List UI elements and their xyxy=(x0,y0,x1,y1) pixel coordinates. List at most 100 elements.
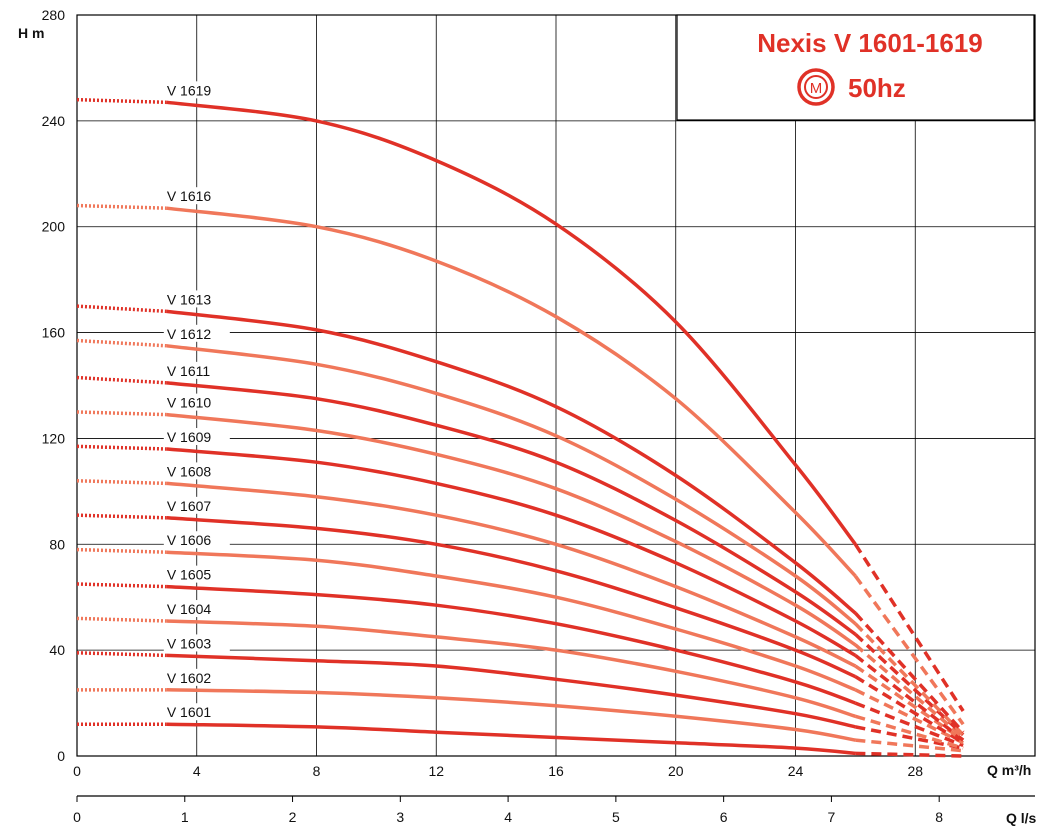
curve-solid xyxy=(166,344,857,626)
y-tick-label: 200 xyxy=(42,219,66,235)
series-label-bg xyxy=(163,703,230,721)
title-box-frame xyxy=(676,14,1035,121)
x-tick-label: 16 xyxy=(548,763,564,779)
curve-dotted-head xyxy=(76,338,167,348)
curve-dashed-tail xyxy=(854,688,964,745)
series-label-bg xyxy=(163,565,230,583)
series-label-bg xyxy=(163,462,230,480)
series-label-bg xyxy=(163,634,230,652)
curve-dashed-tail xyxy=(854,675,965,745)
series-label: V 1605 xyxy=(167,567,212,583)
curve-dashed-tail xyxy=(854,643,965,739)
performance-curves xyxy=(76,97,965,758)
series-label-bg xyxy=(163,290,230,308)
series-label-bg xyxy=(163,428,230,446)
curve-dashed-tail xyxy=(854,622,965,737)
x2-tick-label: 3 xyxy=(396,809,404,825)
curve-dashed-tail xyxy=(854,714,964,750)
series-label: V 1608 xyxy=(167,463,212,479)
series-label-bg xyxy=(163,324,230,342)
curve-dotted-head xyxy=(76,444,167,451)
curve-solid xyxy=(166,309,857,615)
x2-tick-label: 5 xyxy=(612,809,620,825)
curve-solid xyxy=(166,516,857,679)
series-label: V 1602 xyxy=(167,670,212,686)
motor-logo-icon: M xyxy=(797,68,835,106)
series-label: V 1603 xyxy=(167,635,212,651)
series-label-bg xyxy=(163,187,230,205)
curve-solid xyxy=(166,481,857,668)
curve-dashed-tail xyxy=(854,632,965,737)
series-label-bg xyxy=(163,393,230,411)
series-labels: V 1601 V 1602 V 1603 V 1604 V 1605 V 1606 V 16… xyxy=(163,81,230,721)
series-label: V 1610 xyxy=(167,395,212,411)
y-axis-title: H m xyxy=(18,25,44,41)
curve-dashed-tail xyxy=(855,751,964,758)
curve-dashed-tail xyxy=(855,725,964,750)
curve-solid xyxy=(166,381,857,636)
y-tick-label: 160 xyxy=(42,325,66,341)
y-tick-label: 0 xyxy=(57,748,65,764)
x2-tick-label: 7 xyxy=(828,809,836,825)
curve-dotted-head xyxy=(76,479,167,486)
curve-dotted-head xyxy=(76,203,167,210)
series-label-bg xyxy=(163,668,230,686)
frequency-label: 50hz xyxy=(848,73,906,103)
chart-title: Nexis V 1601-1619 xyxy=(757,28,983,58)
x-tick-label: 0 xyxy=(73,763,81,779)
curve-dotted-head xyxy=(76,616,167,623)
series-label: V 1616 xyxy=(167,188,212,204)
curve-solid xyxy=(166,100,857,546)
x-tick-label: 4 xyxy=(193,763,201,779)
x-tick-label: 8 xyxy=(313,763,321,779)
curve-solid xyxy=(166,412,857,647)
x-tick-label: 24 xyxy=(788,763,804,779)
x-tick-label: 20 xyxy=(668,763,684,779)
svg-text:M: M xyxy=(810,80,823,97)
curve-dashed-tail xyxy=(853,543,965,712)
curve-dotted-head xyxy=(76,513,167,520)
curve-dotted-head xyxy=(76,651,167,658)
y-tick-label: 80 xyxy=(49,536,65,552)
series-label-bg xyxy=(163,600,230,618)
curve-dotted-head xyxy=(76,547,167,554)
curve-dotted-head xyxy=(76,375,167,385)
x-tick-label: 12 xyxy=(428,763,444,779)
curve-solid xyxy=(166,206,857,578)
series-label: V 1607 xyxy=(167,498,212,514)
curve-dashed-tail xyxy=(854,654,965,742)
x2-tick-label: 1 xyxy=(181,809,189,825)
series-label: V 1613 xyxy=(167,291,212,307)
y-tick-label: 120 xyxy=(42,430,66,446)
curve-dotted-head xyxy=(76,410,167,417)
curve-dotted-head xyxy=(76,97,167,105)
x-tick-label: 28 xyxy=(907,763,923,779)
curve-dashed-tail xyxy=(854,611,965,734)
curve-solid xyxy=(166,688,856,742)
y-tick-label: 40 xyxy=(49,642,65,658)
curve-dashed-tail xyxy=(855,738,964,753)
x2-tick-label: 6 xyxy=(720,809,728,825)
series-label-bg xyxy=(163,496,230,514)
x2-tick-label: 2 xyxy=(289,809,297,825)
x2-tick-label: 4 xyxy=(504,809,512,825)
x-axis-title: Q m³/h xyxy=(987,762,1031,778)
series-label-bg xyxy=(163,81,230,99)
series-label-bg xyxy=(163,361,230,379)
series-label: V 1606 xyxy=(167,532,212,548)
curve-solid xyxy=(166,653,856,729)
series-label: V 1601 xyxy=(167,704,212,720)
y-tick-label: 280 xyxy=(42,7,66,23)
series-label: V 1619 xyxy=(167,82,212,98)
series-label: V 1604 xyxy=(167,601,212,617)
curve-dashed-tail xyxy=(854,701,964,748)
curve-dotted-head xyxy=(76,304,167,314)
series-label-bg xyxy=(163,531,230,549)
curve-solid xyxy=(166,722,856,756)
curve-dashed-tail xyxy=(853,575,965,726)
curve-solid xyxy=(166,619,856,718)
grid xyxy=(76,14,1036,757)
x2-tick-label: 0 xyxy=(73,809,81,825)
